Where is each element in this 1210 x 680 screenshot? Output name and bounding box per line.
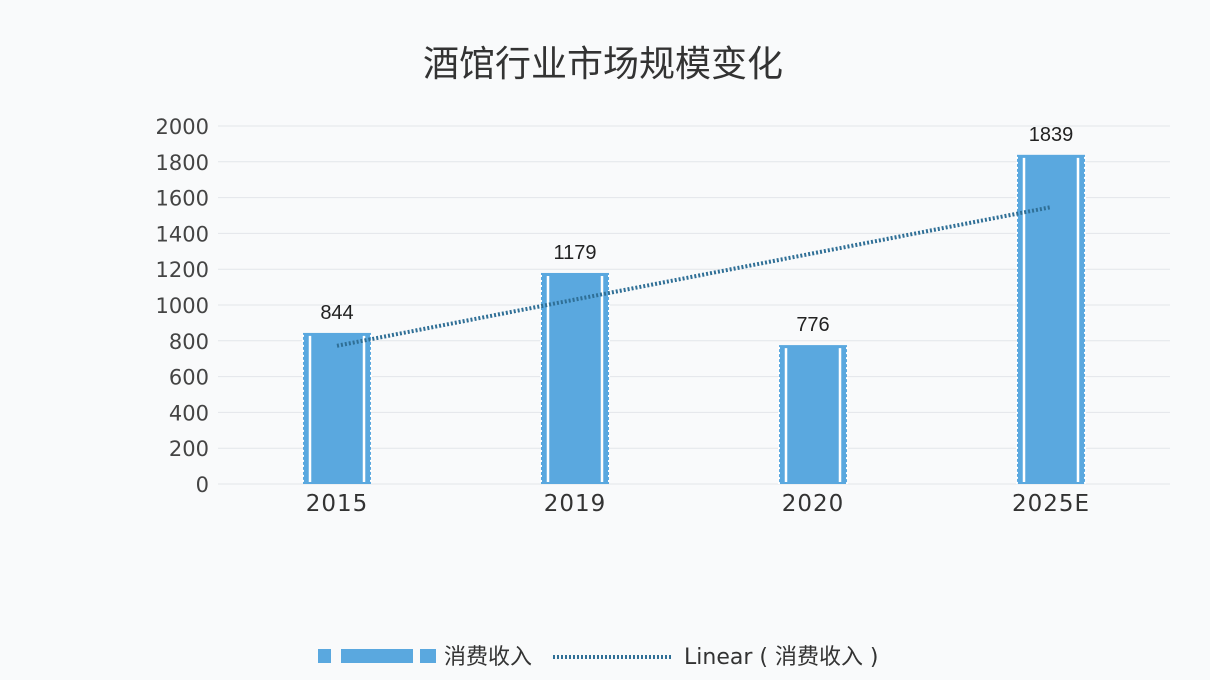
bar-2020 [778,345,848,484]
bar-2025E [1016,154,1086,484]
bar-2015 [302,332,372,484]
data-labels: 844 1179 776 1839 [320,124,1073,336]
x-tick-label: 2015 [306,491,369,517]
y-tick-label: 600 [169,366,209,390]
x-tick-label: 2019 [544,491,607,517]
y-tick-label: 400 [169,401,209,425]
y-tick-label: 1600 [156,187,209,211]
y-tick-label: 0 [196,473,209,497]
y-tick-label: 1000 [156,294,209,318]
bars [302,154,1086,484]
bar [541,272,609,484]
y-tick-label: 800 [169,330,209,354]
legend-label-series: 消费收入 [444,645,532,670]
y-tick-label: 1800 [156,151,209,175]
bar [303,332,371,484]
y-tick-label: 1200 [156,258,209,282]
data-label: 776 [796,314,829,336]
legend: 消费收入 Linear ( 消费收入 ) [318,645,879,670]
data-label: 844 [320,302,353,324]
chart-title: 酒馆行业市场规模变化 [423,44,783,85]
trendline-path [336,205,1052,348]
bar-2019 [540,272,610,484]
gridlines [218,125,1170,485]
legend-label-trendline: Linear ( 消费收入 ) [684,645,879,670]
bar [779,345,847,484]
legend-swatch-fragment-right [420,649,436,663]
y-tick-label: 1400 [156,222,209,246]
x-tick-label: 2025E [1012,491,1090,517]
legend-item-series: 消费收入 [318,645,532,670]
bar [1017,154,1085,484]
x-tick-label: 2020 [782,491,845,517]
legend-item-trendline: Linear ( 消费收入 ) [553,645,879,670]
y-axis-ticks: 0 200 400 600 800 1000 1200 1400 1600 1800 2000 [156,115,209,497]
x-axis-ticks: 2015 2019 2020 2025E [306,491,1090,517]
legend-swatch-fragment-left [318,649,331,663]
y-tick-label: 200 [169,437,209,461]
legend-swatch-bar [341,649,413,663]
data-label: 1839 [1029,124,1074,146]
data-label: 1179 [553,242,596,264]
y-tick-label: 2000 [156,115,209,139]
trendline [336,205,1052,348]
